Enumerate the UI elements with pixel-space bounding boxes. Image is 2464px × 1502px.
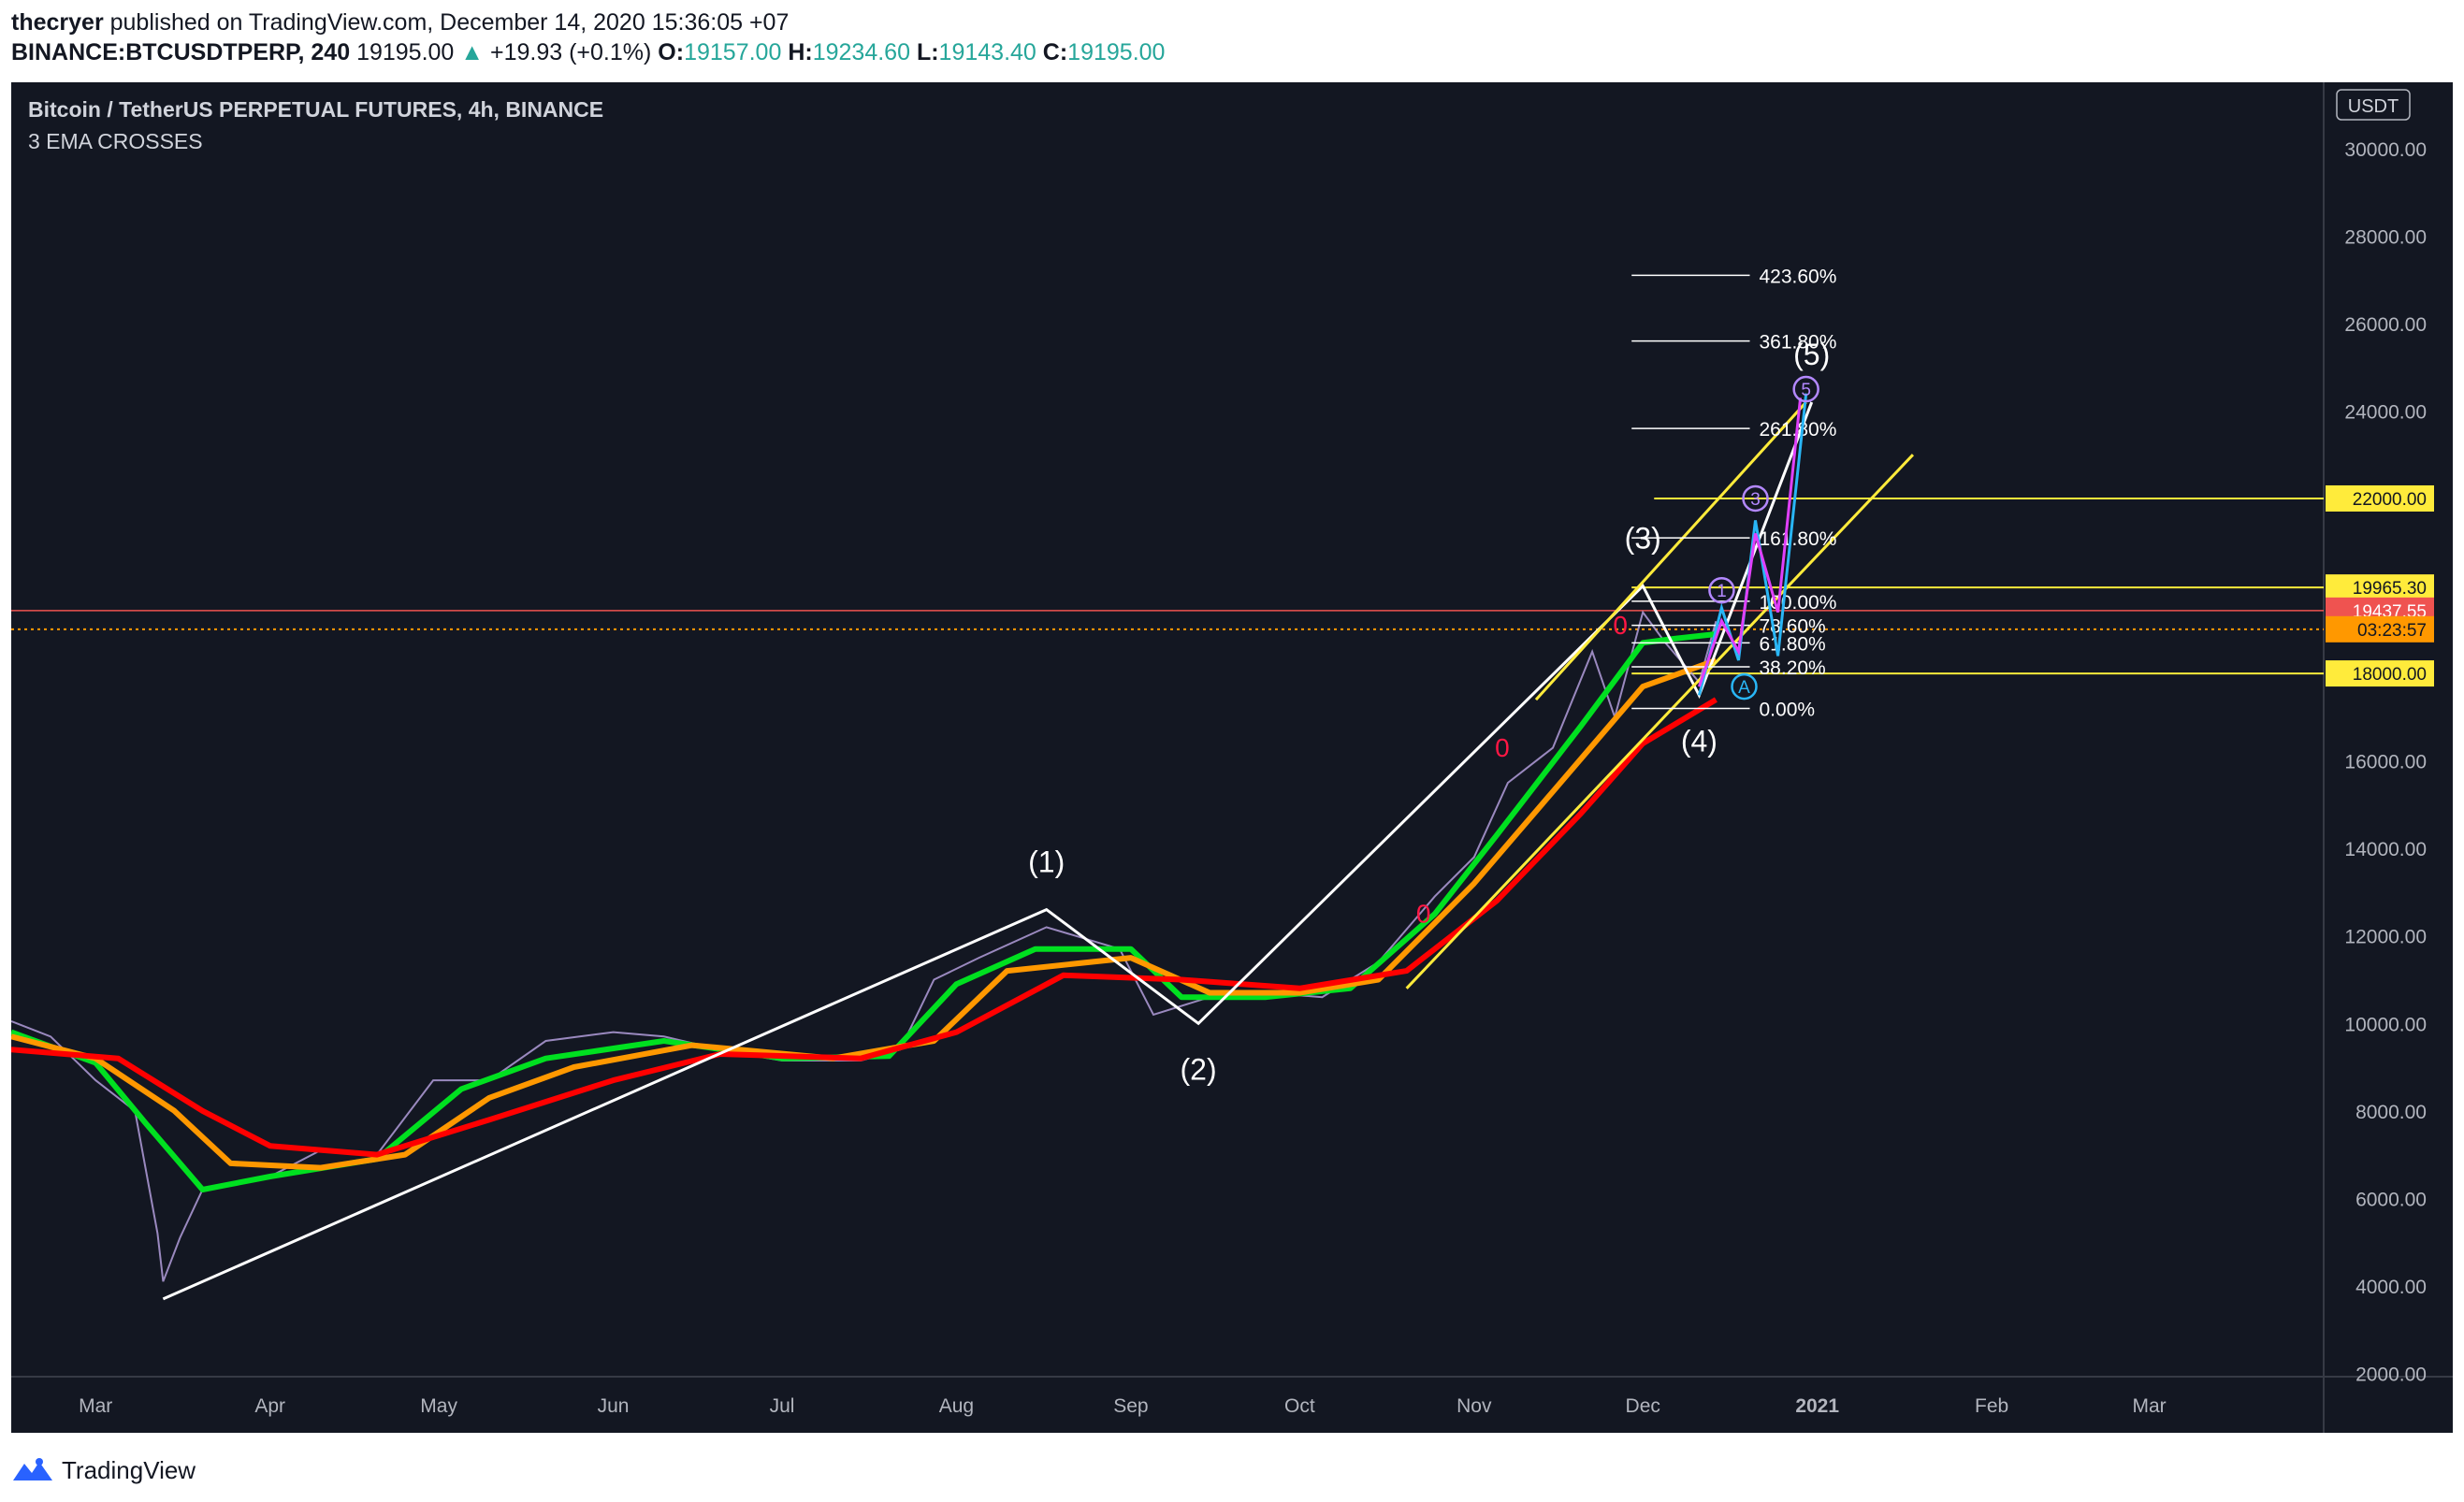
level-price-tag — [2326, 615, 2434, 643]
open-value: 19157.00 — [684, 39, 782, 65]
tradingview-brand: TradingView — [62, 1455, 196, 1484]
open-label: O: — [658, 39, 685, 65]
fib-level-label: 361.80% — [1760, 332, 1837, 354]
wave-circle-label: 1 — [1717, 582, 1727, 601]
x-tick-label: Oct — [1284, 1395, 1315, 1417]
fib-level-label: 38.20% — [1760, 657, 1826, 679]
wave-label: (2) — [1181, 1052, 1217, 1086]
wave-circle-marker — [1792, 375, 1819, 403]
symbol-info-line: BINANCE:BTCUSDTPERP, 240 19195.00 ▲ +19.… — [11, 39, 1165, 66]
y-tick-label: 10000.00 — [2344, 1014, 2427, 1035]
ema-cross-marker: 0 — [1495, 733, 1510, 762]
wave-circle-label: A — [1738, 678, 1750, 698]
wave-circle-label: 5 — [1801, 381, 1811, 400]
fib-level-label: 61.80% — [1760, 633, 1826, 655]
x-tick-label: Apr — [254, 1395, 285, 1417]
ema-series-line-1 — [11, 631, 1717, 1192]
close-value: 19195.00 — [1067, 39, 1166, 65]
y-tick-label: 12000.00 — [2344, 927, 2427, 948]
x-tick-label: Nov — [1457, 1395, 1492, 1417]
tradingview-footer: TradingView — [11, 1451, 196, 1489]
y-tick-label: 4000.00 — [2355, 1277, 2427, 1298]
x-tick-label: Mar — [79, 1395, 112, 1417]
level-price-label: 18000.00 — [2353, 665, 2427, 685]
y-tick-label: 26000.00 — [2344, 314, 2427, 336]
fib-level-label: 423.60% — [1760, 266, 1837, 287]
wave-circle-marker — [1708, 576, 1735, 604]
publish-info: thecryer published on TradingView.com, D… — [11, 9, 789, 36]
currency-label: USDT — [2348, 96, 2399, 117]
low-label: L: — [916, 39, 939, 65]
channel-upper-line — [1534, 401, 1807, 701]
y-tick-label: 2000.00 — [2355, 1364, 2427, 1385]
y-tick-label: 8000.00 — [2355, 1102, 2427, 1123]
ema-cross-marker: 0 — [1416, 900, 1431, 929]
fib-level-label: 78.60% — [1760, 616, 1826, 638]
ema-series-line-3 — [11, 697, 1718, 1158]
close-label: C: — [1042, 39, 1068, 65]
chart-title: Bitcoin / TetherUS PERPETUAL FUTURES, 4h… — [28, 97, 604, 122]
chart-panel[interactable]: 30000.00 28000.00 26000.00 24000.00 22000.00… — [11, 82, 2453, 1433]
wave-circle-marker — [1742, 484, 1769, 513]
fib-level-label: 161.80% — [1760, 528, 1837, 550]
projection-magenta-line — [1697, 397, 1803, 687]
tradingview-logo-icon — [13, 1458, 52, 1480]
last-price: 19195.00 — [356, 39, 455, 65]
x-tick-label: Jun — [598, 1395, 630, 1417]
fib-level-label: 0.00% — [1760, 699, 1816, 720]
wave-circle-label: 3 — [1750, 490, 1761, 510]
y-tick-label: 30000.00 — [2344, 139, 2427, 161]
wave-circle-marker — [1731, 672, 1758, 700]
y-tick-label: 28000.00 — [2344, 226, 2427, 248]
high-label: H: — [788, 39, 813, 65]
level-price-label: 03:23:57 — [2357, 621, 2427, 641]
wave-label: (5) — [1793, 338, 1830, 371]
high-value: 19234.60 — [812, 39, 910, 65]
y-tick-label: 14000.00 — [2344, 839, 2427, 860]
level-price-label: 22000.00 — [2353, 490, 2427, 510]
x-tick-label: Aug — [939, 1395, 974, 1417]
x-tick-label: 2021 — [1795, 1395, 1839, 1417]
level-price-tag — [2326, 484, 2434, 512]
x-tick-label: Sep — [1113, 1395, 1148, 1417]
low-value: 19143.40 — [938, 39, 1036, 65]
indicator-name: 3 EMA CROSSES — [28, 129, 203, 153]
level-price-tag — [2326, 574, 2434, 601]
level-price-label: 19965.30 — [2353, 579, 2427, 599]
wave-label: (4) — [1681, 724, 1718, 758]
x-tick-label: Mar — [2132, 1395, 2166, 1417]
price-chart[interactable]: 30000.00 28000.00 26000.00 24000.00 22000.00… — [11, 82, 2453, 1433]
level-price-tag — [2326, 660, 2434, 687]
price-change: +19.93 (+0.1%) — [490, 39, 652, 65]
symbol-label: BINANCE:BTCUSDTPERP, 240 — [11, 39, 351, 65]
y-tick-label: 24000.00 — [2344, 401, 2427, 423]
ema-series-line-2 — [11, 657, 1718, 1171]
published-text: published on TradingView.com, December 1… — [109, 9, 790, 36]
currency-badge — [2336, 89, 2411, 121]
x-tick-label: May — [420, 1395, 457, 1417]
x-tick-label: Feb — [1975, 1395, 2008, 1417]
channel-lower-line — [1405, 454, 1915, 989]
price-series-line — [11, 610, 1718, 1282]
y-tick-label: 6000.00 — [2355, 1189, 2427, 1210]
elliott-wave-line — [162, 401, 1814, 1301]
wave-label: (1) — [1028, 845, 1065, 879]
ema-cross-marker: 0 — [1613, 611, 1628, 640]
y-tick-label: 16000.00 — [2344, 752, 2427, 773]
x-tick-label: Jul — [770, 1395, 795, 1417]
publisher-name: thecryer — [11, 9, 104, 36]
up-arrow-icon: ▲ — [460, 39, 485, 65]
x-tick-label: Dec — [1626, 1395, 1660, 1417]
